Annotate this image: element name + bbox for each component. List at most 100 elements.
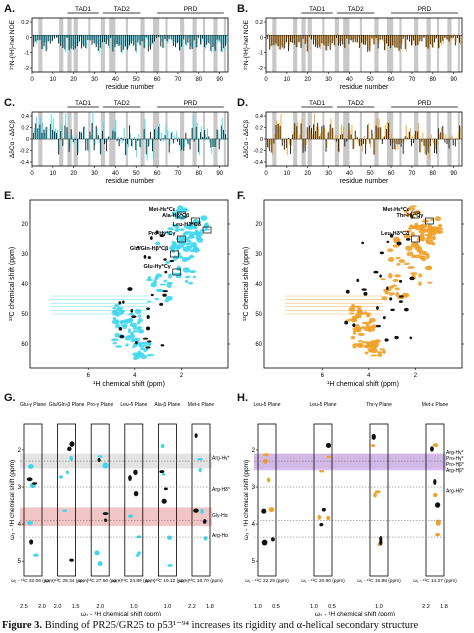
data-bar: [142, 35, 144, 41]
nmr-peak: [435, 519, 441, 526]
proline-band: [202, 18, 206, 72]
nmr-peak: [425, 227, 431, 233]
y-axis-label: ¹⁵N-{¹H}-het NOE: [243, 19, 250, 70]
data-bar: [97, 35, 99, 51]
data-bar: [132, 35, 133, 41]
reference-peak: [147, 340, 152, 343]
data-bar: [459, 35, 461, 45]
data-bar: [158, 35, 160, 38]
proline-band: [88, 18, 91, 72]
data-bar: [225, 35, 226, 46]
data-bar: [315, 131, 317, 139]
nmr-peak: [350, 335, 356, 340]
data-bar: [202, 136, 203, 139]
y-tick-label: -1: [258, 51, 263, 57]
data-bar: [44, 132, 46, 139]
data-bar: [353, 35, 355, 40]
data-bar: [163, 139, 165, 143]
nmr-peak: [112, 341, 117, 345]
nmr-peak: [166, 282, 172, 289]
nmr-peak: [147, 300, 152, 303]
nmr-peak: [371, 345, 377, 350]
data-bar: [102, 35, 103, 43]
nmr-peak: [137, 314, 142, 318]
nmr-peak: [403, 233, 410, 239]
x-tick-label: 0: [30, 171, 34, 177]
data-bar: [351, 124, 353, 139]
data-bar: [358, 139, 360, 146]
data-bar: [355, 35, 357, 44]
data-bar: [318, 35, 320, 46]
y-tick-label: 3: [18, 485, 22, 491]
strip-frame: [313, 423, 333, 577]
nmr-peak: [111, 310, 119, 315]
data-bar: [181, 35, 183, 47]
plane-label: Leu-δ Plane: [310, 402, 337, 408]
data-bar: [270, 139, 272, 145]
x-axis-label: ¹H chemical shift (ppm): [93, 381, 165, 388]
peak-label: Arg-Hβ*: [446, 468, 464, 474]
reference-peak: [163, 258, 167, 261]
data-bar: [42, 35, 44, 50]
data-bar: [452, 139, 454, 146]
data-bar: [159, 123, 161, 139]
nmr-peak: [140, 354, 148, 360]
data-bar: [90, 134, 92, 139]
y-axis-label: ¹³C chemical shift (ppm): [9, 247, 16, 321]
data-bar: [72, 35, 74, 50]
data-bar: [138, 35, 140, 40]
reference-peak: [356, 278, 360, 282]
data-bar: [388, 35, 390, 47]
data-bar: [61, 124, 63, 139]
data-bar: [223, 35, 225, 51]
data-bar: [58, 139, 60, 155]
y-axis-label: ¹³C chemical shift (ppm): [243, 247, 250, 321]
data-bar: [365, 139, 367, 154]
data-bar: [303, 139, 305, 149]
data-bar: [351, 35, 353, 41]
x-tick-label: 1.5: [72, 604, 80, 610]
nmr-peak: [97, 561, 103, 567]
reference-peak: [376, 306, 379, 310]
x-tick-label: 60: [154, 171, 161, 177]
data-bar: [68, 139, 70, 152]
data-bar: [169, 34, 171, 36]
data-bar: [58, 35, 60, 44]
data-bar: [85, 139, 87, 151]
data-bar: [354, 130, 356, 139]
data-bar: [59, 139, 60, 149]
data-bar: [83, 35, 85, 47]
data-bar: [383, 136, 385, 139]
data-bar: [214, 35, 216, 51]
data-bar: [132, 139, 133, 147]
reference-peak: [379, 274, 382, 278]
data-bar: [113, 35, 115, 51]
plot-frame: [265, 17, 463, 73]
peak-label: Pro-Hγ*Cγ: [148, 231, 176, 237]
data-bar: [161, 35, 163, 42]
data-bar: [292, 35, 294, 43]
proline-band: [38, 18, 43, 72]
data-bar: [278, 122, 280, 139]
data-bar: [148, 139, 150, 146]
data-bar: [164, 35, 166, 40]
nmr-peak: [375, 340, 380, 346]
data-bar: [130, 35, 131, 43]
data-bar: [326, 35, 328, 51]
data-bar: [171, 35, 173, 42]
data-bar: [162, 138, 164, 139]
nmr-peak: [379, 348, 386, 351]
peak-label: Gly-Hα: [212, 513, 228, 519]
x-tick-label: 40: [112, 171, 119, 177]
data-bar: [288, 139, 290, 145]
x-tick-label: 50: [367, 171, 374, 177]
data-bar: [319, 136, 321, 139]
peak-box: [202, 226, 212, 234]
data-bar: [447, 139, 449, 141]
proline-band: [322, 18, 325, 72]
region-label: PRD: [418, 100, 432, 107]
data-bar: [367, 35, 369, 52]
caption-label: Figure 3.: [2, 620, 43, 631]
data-bar: [216, 129, 218, 139]
